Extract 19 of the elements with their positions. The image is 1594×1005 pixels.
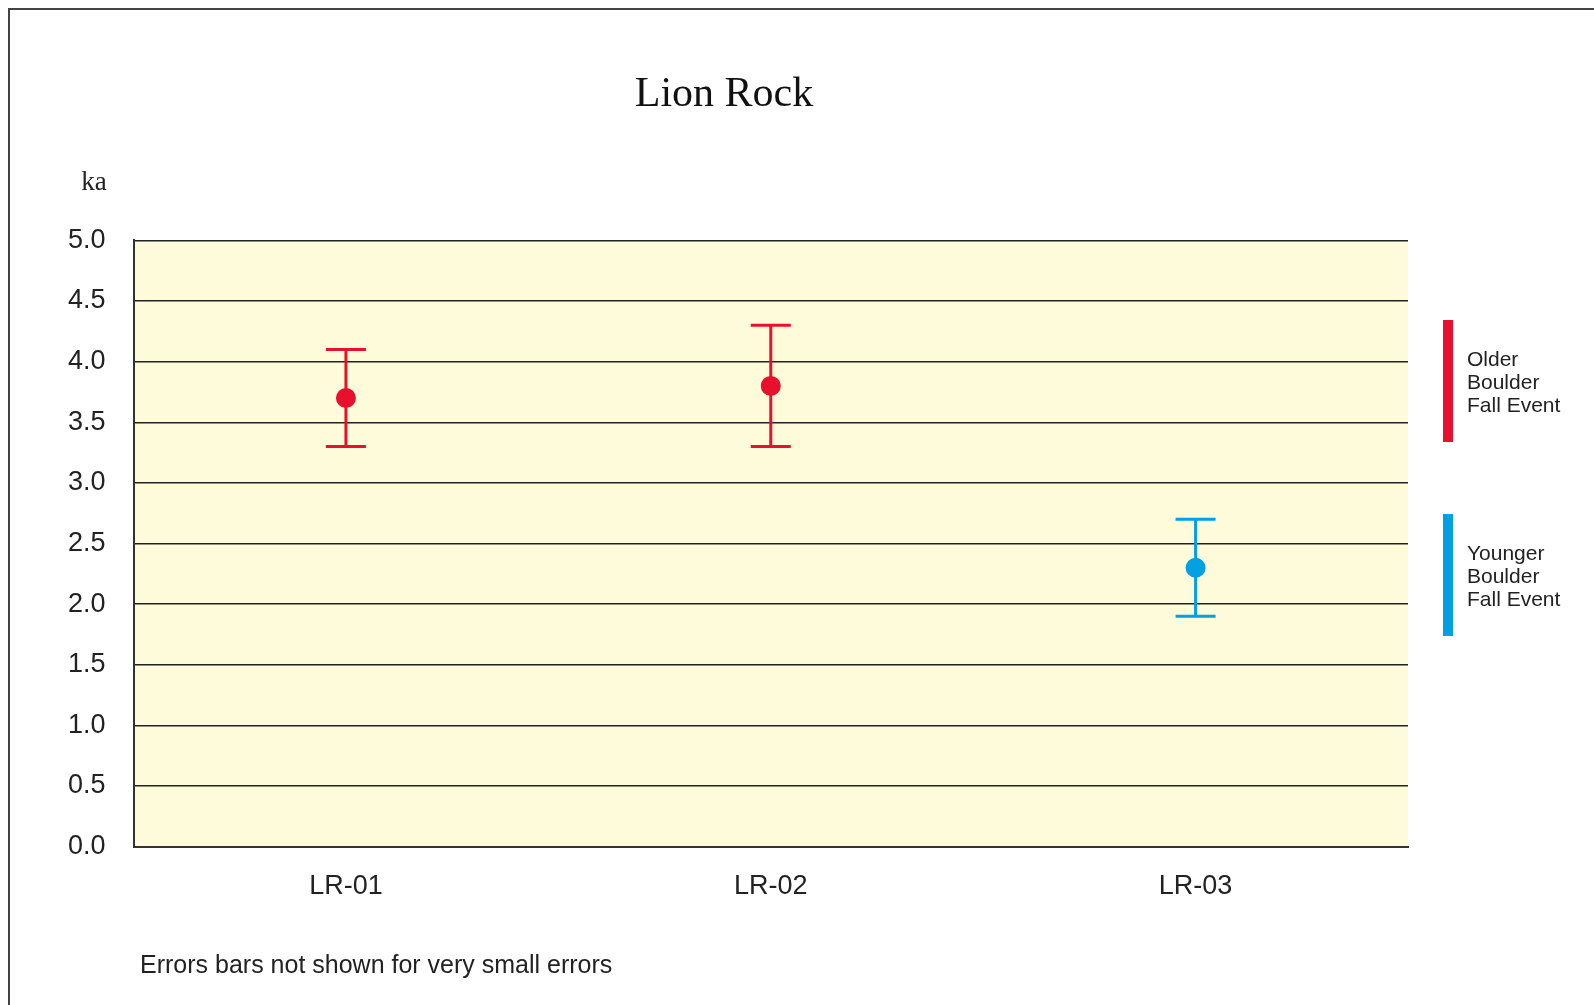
text: Errors bars not shown for very small errors xyxy=(140,950,613,979)
y-tick-label: 4.0 xyxy=(67,345,106,376)
y-tick-label: 4.5 xyxy=(67,284,106,315)
y-tick-label: 3.5 xyxy=(67,405,106,436)
y-tick-label: 3.0 xyxy=(67,466,106,497)
y-axis-title: ka xyxy=(81,166,107,196)
y-tick-label: 0.0 xyxy=(67,830,106,861)
chart-title: Lion Rock xyxy=(634,69,814,116)
y-tick-label: 1.5 xyxy=(67,648,106,679)
text: Older Boulder Fall Event xyxy=(1467,346,1562,416)
x-tick-label: LR-01 xyxy=(309,870,383,901)
y-tick-label: 2.5 xyxy=(67,526,106,557)
text: Younger Boulder Fall Event xyxy=(1467,540,1562,610)
y-tick-label: 2.0 xyxy=(67,587,106,618)
y-tick-label: 5.0 xyxy=(67,223,106,254)
x-tick-label: LR-02 xyxy=(733,870,808,901)
x-tick-label: LR-03 xyxy=(1158,870,1233,901)
y-tick-label: 0.5 xyxy=(67,769,106,800)
y-tick-label: 1.0 xyxy=(67,708,106,739)
